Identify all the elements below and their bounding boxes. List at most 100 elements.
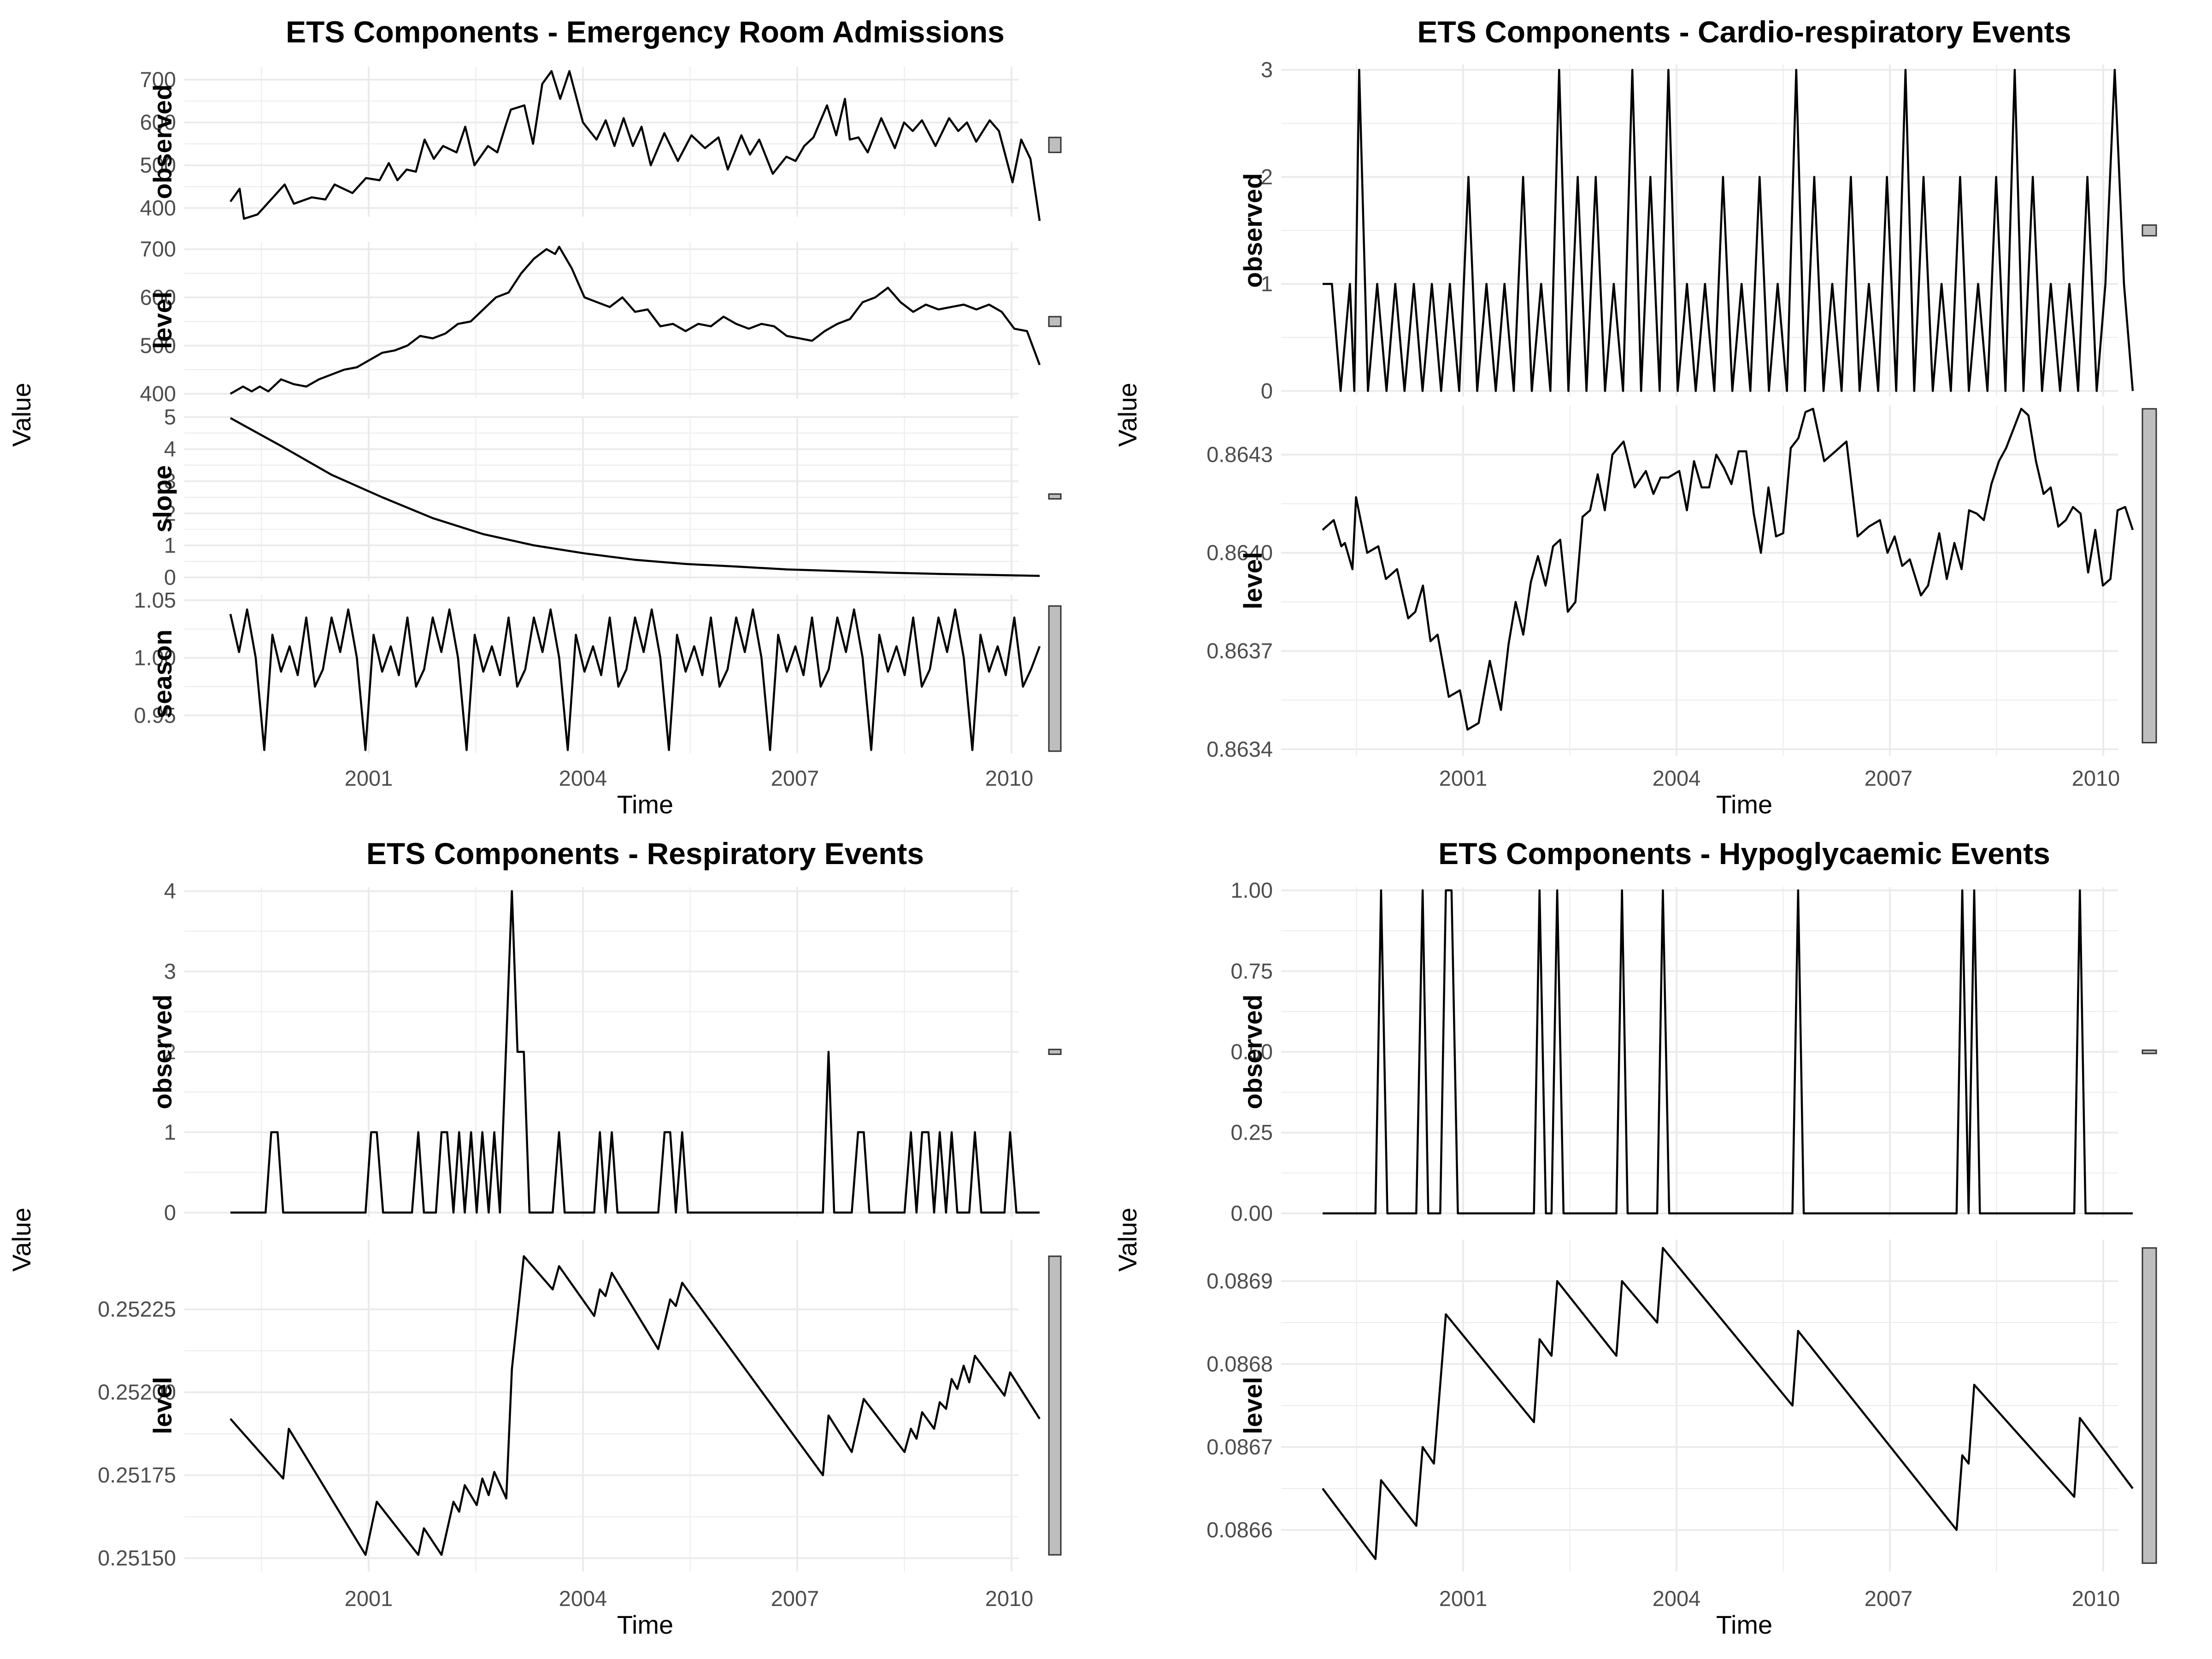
x-axis-label: Time — [1716, 1610, 1772, 1639]
x-tick-label: 2007 — [771, 1586, 819, 1611]
series-line-level — [1322, 1247, 2134, 1560]
y-tick-label: 500 — [140, 333, 176, 358]
chart-title: ETS Components - Hypoglycaemic Events — [1438, 836, 2050, 871]
panel-level: 0.8634 0.8637 0.8640 0.8643 level — [1206, 406, 2157, 761]
series-line-level — [229, 246, 1041, 395]
panel-label-observed: observed — [148, 994, 177, 1109]
y-tick-label: 3 — [1261, 58, 1273, 82]
scale-bar — [1048, 316, 1062, 327]
y-tick-label: 0.8634 — [1206, 737, 1273, 761]
x-tick-label: 2007 — [1865, 1586, 1913, 1611]
y-tick-label: 700 — [140, 67, 176, 92]
chart-title: ETS Components - Respiratory Events — [366, 836, 924, 871]
series-line-level — [229, 1255, 1041, 1556]
x-tick-label: 2004 — [559, 1586, 607, 1611]
y-tick-label: 600 — [140, 285, 176, 309]
y-tick-label: 0.8637 — [1206, 639, 1273, 663]
series-line-slope — [229, 417, 1040, 577]
y-tick-label: 0.50 — [1231, 1040, 1273, 1064]
y-tick-label: 0 — [164, 565, 176, 589]
y-tick-label: 0 — [164, 1200, 176, 1224]
y-axis-label: Value — [7, 382, 36, 447]
panel-label-level: level — [1238, 1377, 1267, 1435]
x-tick-label: 2007 — [1865, 766, 1913, 790]
y-tick-label: 0.8643 — [1206, 442, 1273, 467]
y-tick-label: 3 — [164, 959, 176, 983]
y-tick-label: 0.75 — [1231, 959, 1273, 983]
y-tick-label: 0.0866 — [1206, 1518, 1273, 1542]
panel-observed: 0 1 2 3 observed — [1238, 58, 2157, 403]
scale-bar — [1048, 1255, 1062, 1556]
y-tick-label: 0.25175 — [98, 1463, 176, 1487]
y-tick-label: 0.25200 — [98, 1380, 176, 1404]
panel-label-level: level — [1238, 552, 1267, 610]
scale-bar — [2141, 224, 2157, 237]
chart-3: ETS Components - Respiratory Events Value… — [7, 836, 1062, 1639]
panel-season: 0.95 1.00 1.05 season — [134, 588, 1062, 753]
x-axis-label: Time — [617, 790, 673, 819]
x-tick-label: 2001 — [345, 766, 393, 790]
y-tick-label: 0.0867 — [1206, 1435, 1273, 1459]
y-tick-label: 2 — [164, 1040, 176, 1064]
chart-title: ETS Components - Emergency Room Admissio… — [286, 15, 1005, 49]
y-tick-label: 0.0868 — [1206, 1352, 1273, 1376]
y-tick-label: 1.00 — [134, 646, 176, 670]
y-tick-label: 2 — [1261, 165, 1273, 189]
series-line-level — [1322, 407, 2134, 731]
panel-label-observed: observed — [1238, 994, 1267, 1109]
scale-bar — [1048, 605, 1062, 752]
y-tick-label: 3 — [164, 469, 176, 493]
scale-bar — [1048, 1048, 1062, 1055]
x-axis-label: Time — [1716, 790, 1772, 819]
series-line-observed — [1323, 69, 2134, 392]
panel-slope: 0 1 2 3 4 5 slope — [148, 405, 1062, 589]
x-tick-label: 2001 — [345, 1586, 393, 1611]
chart-2: ETS Components - Cardio-respiratory Even… — [1113, 15, 2157, 819]
panel-level: 400 500 600 700 level — [140, 237, 1062, 406]
x-tick-label: 2010 — [2072, 766, 2120, 790]
x-tick-label: 2010 — [2072, 1586, 2120, 1611]
y-tick-label: 0.8640 — [1206, 541, 1273, 565]
chart-title: ETS Components - Cardio-respiratory Even… — [1417, 15, 2071, 49]
series-line-observed — [230, 890, 1040, 1214]
x-tick-label: 2010 — [985, 1586, 1034, 1611]
y-axis-label: Value — [1113, 382, 1142, 447]
panel-label-level: level — [148, 1377, 177, 1435]
scale-bar — [2141, 1049, 2157, 1054]
y-tick-label: 1 — [1261, 271, 1273, 296]
y-tick-label: 5 — [164, 405, 176, 429]
panel-level: 0.25150 0.25175 0.25200 0.25225 level — [98, 1240, 1062, 1571]
scale-bar — [1048, 136, 1062, 153]
x-tick-label: 2007 — [771, 766, 819, 790]
y-axis-label: Value — [1113, 1207, 1142, 1271]
y-tick-label: 1 — [164, 1120, 176, 1144]
x-tick-label: 2001 — [1439, 1586, 1488, 1611]
series-line-season — [229, 608, 1041, 751]
panel-level: 0.0866 0.0867 0.0868 0.0869 level — [1206, 1240, 2157, 1571]
panel-label-slope: slope — [148, 465, 177, 532]
panel-observed: 0.00 0.25 0.50 0.75 1.00 observed — [1231, 878, 2157, 1225]
x-tick-label: 2010 — [985, 766, 1034, 790]
y-tick-label: 0.25 — [1231, 1120, 1273, 1145]
panel-label-observed: observed — [148, 84, 177, 199]
scale-bar — [2141, 1247, 2157, 1564]
panel-label-level: level — [148, 292, 177, 349]
y-tick-label: 4 — [164, 879, 176, 903]
panel-observed: 0 1 2 3 4 observed — [148, 879, 1062, 1224]
y-tick-label: 700 — [140, 237, 176, 261]
chart-4: ETS Components - Hypoglycaemic Events Val… — [1113, 836, 2157, 1639]
x-tick-label: 2001 — [1439, 766, 1488, 790]
x-axis-label: Time — [617, 1610, 673, 1639]
x-tick-label: 2004 — [1653, 766, 1701, 790]
y-tick-label: 2 — [164, 501, 176, 525]
panel-label-observed: observed — [1238, 173, 1267, 288]
y-tick-label: 600 — [140, 110, 176, 135]
panel-label-season: season — [148, 629, 177, 718]
y-tick-label: 4 — [164, 437, 176, 461]
x-tick-label: 2004 — [1653, 1586, 1701, 1611]
y-tick-label: 1.00 — [1231, 878, 1273, 902]
y-tick-label: 0.25225 — [98, 1297, 176, 1321]
y-tick-label: 0.95 — [134, 703, 176, 728]
